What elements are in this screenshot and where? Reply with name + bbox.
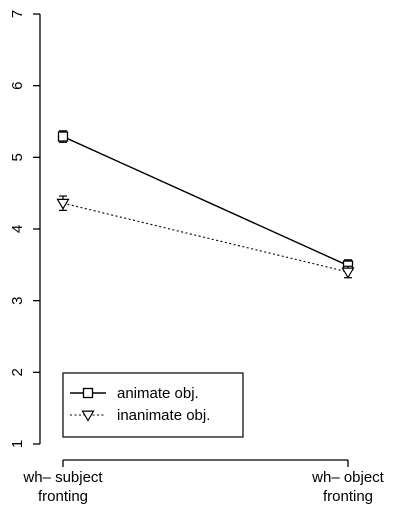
square-marker [57, 131, 69, 142]
x-tick-label-line: fronting [323, 488, 373, 505]
triangle-down-marker [341, 267, 355, 279]
chart-axes: 1 2 3 4 5 6 7 wh– subject fronting wh– object fron… [9, 10, 385, 505]
legend-label: animate obj. [117, 385, 199, 402]
triangle-down-marker [81, 410, 95, 422]
plot-area [56, 130, 355, 279]
square-marker [82, 387, 94, 399]
x-tick-label: wh– subject fronting [22, 469, 103, 505]
y-tick-label: 1 [9, 440, 26, 448]
y-tick-label: 2 [9, 368, 26, 376]
x-tick-label-line: wh– object [311, 469, 385, 486]
triangle-down-marker [56, 198, 70, 210]
series-line [62, 202, 349, 273]
y-tick-label: 5 [9, 153, 26, 161]
legend-box [62, 372, 244, 438]
x-tick-label-line: fronting [38, 488, 88, 505]
series-1 [57, 130, 354, 272]
x-tick-label: wh– object fronting [311, 469, 385, 505]
x-tick-label-line: wh– subject [22, 469, 103, 486]
y-tick-label: 6 [9, 81, 26, 89]
series-2 [56, 195, 355, 279]
series-line [62, 135, 349, 267]
y-tick-label: 3 [9, 296, 26, 304]
legend: animate obj. inanimate obj. [62, 372, 244, 438]
y-tick-label: 4 [9, 225, 26, 233]
y-tick-label: 7 [9, 10, 26, 18]
legend-label: inanimate obj. [117, 407, 210, 424]
